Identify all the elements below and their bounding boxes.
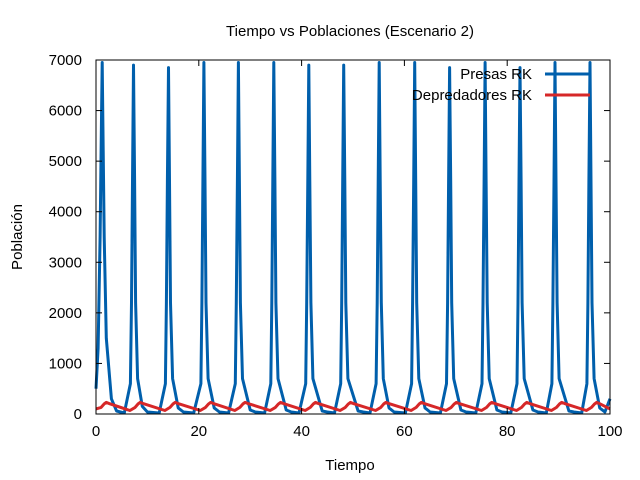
y-tick-label: 4000 [49, 204, 82, 221]
x-tick-label: 40 [293, 423, 310, 440]
x-tick-label: 100 [597, 423, 622, 440]
y-tick-label: 1000 [49, 355, 82, 372]
x-axis-label: Tiempo [325, 457, 374, 474]
x-tick-label: 80 [499, 423, 516, 440]
y-tick-label: 7000 [49, 52, 82, 69]
plot-frame [95, 59, 611, 415]
y-tick-label: 2000 [49, 305, 82, 322]
plot-lines [94, 61, 612, 415]
y-tick-label: 0 [74, 406, 82, 423]
chart-title: Tiempo vs Poblaciones (Escenario 2) [226, 23, 474, 40]
series-line-1 [95, 400, 611, 412]
legend: Presas RK Depredadores RK [412, 66, 590, 104]
y-tick-label: 5000 [49, 153, 82, 170]
legend-label-1: Depredadores RK [412, 87, 532, 104]
y-tick-label: 6000 [49, 103, 82, 120]
axis-ticks: 0 20 40 60 80 1000100020003000400050006000700… [49, 52, 623, 440]
x-tick-label: 0 [92, 423, 100, 440]
legend-label-0: Presas RK [460, 66, 532, 83]
y-tick-label: 3000 [49, 254, 82, 271]
series-line-0 [94, 61, 612, 415]
y-axis-label: Población [9, 204, 26, 270]
x-tick-label: 20 [190, 423, 207, 440]
x-tick-label: 60 [396, 423, 413, 440]
